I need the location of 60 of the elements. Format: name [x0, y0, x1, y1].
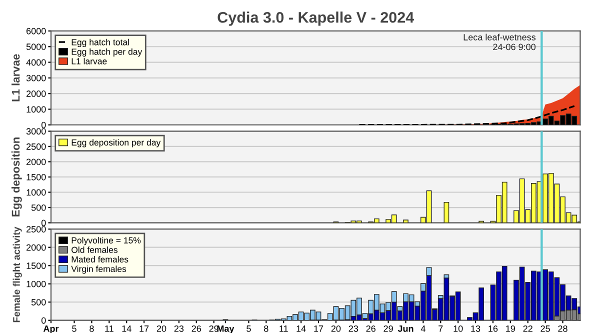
x-tick-label: 8: [90, 325, 94, 332]
y-axis-title: L1 larvae: [12, 54, 20, 102]
x-tick-label: 17: [314, 326, 324, 332]
x-tick-label: 25: [540, 325, 550, 332]
ref-line-label: Leca leaf-wetness 24-06 9:00: [464, 34, 536, 50]
y-tick-label: 2000: [26, 158, 46, 166]
legend-label: Egg hatch per day: [72, 48, 142, 57]
x-tick-label: 4: [420, 326, 426, 332]
y-tick-label: 0: [41, 122, 46, 128]
x-tick-label: 8: [264, 325, 268, 332]
x-tick-label: 11: [280, 326, 288, 332]
legend-label: Egg hatch total: [72, 38, 129, 48]
legend-label: Virgin females: [71, 266, 126, 274]
y-axis-title: Female flight activity: [12, 226, 22, 322]
y-tick-label: 6000: [26, 28, 46, 34]
y-tick-label: 2000: [26, 90, 46, 97]
y-tick-label: 0: [41, 220, 46, 226]
x-tick-label: 14: [296, 326, 306, 332]
x-tick-label: 11: [105, 326, 114, 332]
x-tick-label: 19: [506, 325, 516, 332]
x-tick-label: 20: [156, 325, 166, 332]
legend-label: Mated females: [72, 256, 128, 262]
chart-title: Cydia 3.0 - Kapelle V - 2024: [218, 12, 414, 26]
y-axis-title: Egg deposition: [11, 138, 22, 216]
y-tick-label: 500: [31, 299, 46, 306]
y-tick-label: 1000: [26, 106, 46, 113]
legend-label: L1 larvae: [72, 58, 107, 64]
x-tick-label: 10: [454, 325, 463, 332]
x-tick-label: 17: [140, 326, 149, 332]
y-tick-label: 500: [31, 204, 46, 211]
legend-label: Old females: [72, 246, 118, 253]
y-tick-label: 4000: [26, 59, 46, 66]
x-tick-label: 14: [122, 326, 132, 332]
x-tick-label: 22: [523, 325, 532, 332]
x-tick-label: 5: [246, 326, 251, 332]
y-tick-label: 1500: [26, 262, 46, 269]
y-tick-label: 2500: [26, 226, 46, 232]
y-tick-label: 1000: [26, 189, 46, 196]
y-tick-label: 3000: [26, 128, 46, 135]
x-tick-label: 7: [438, 326, 443, 332]
x-tick-label: 29: [384, 325, 393, 332]
x-tick-label: 23: [174, 325, 184, 332]
x-tick-label: 28: [558, 325, 568, 332]
y-tick-label: 1500: [26, 174, 46, 180]
x-tick-label: 5: [72, 326, 76, 332]
x-tick-label: 26: [366, 325, 376, 332]
legend-label: Egg deposition per day: [72, 139, 161, 148]
x-tick-label: 23: [348, 325, 358, 332]
y-tick-label: 2000: [26, 244, 46, 251]
x-tick-label: 26: [192, 325, 202, 332]
y-tick-label: 2500: [26, 143, 46, 150]
y-tick-label: 3000: [26, 74, 46, 82]
y-tick-label: 5000: [26, 44, 46, 50]
x-tick-label: 20: [331, 325, 341, 332]
x-tick-label: Jun: [398, 326, 414, 332]
x-tick-label: 16: [488, 325, 498, 332]
y-tick-label: 0: [41, 317, 46, 324]
legend-label: Polyvoltine = 15%: [72, 237, 141, 246]
y-tick-label: 1000: [26, 280, 46, 288]
x-tick-label: 13: [471, 325, 480, 332]
